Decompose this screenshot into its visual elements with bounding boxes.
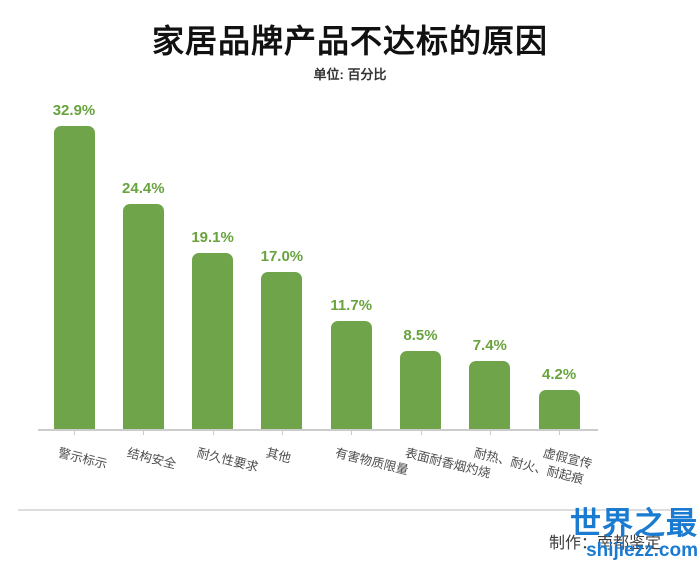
credit-caption: 制作：南都鉴定 [549, 535, 662, 552]
axis-tick [420, 431, 422, 435]
bar [122, 204, 164, 429]
axis-tick [281, 431, 283, 435]
value-label: 11.7% [330, 297, 373, 314]
x-axis-line [38, 429, 598, 431]
axis-tick [351, 431, 353, 435]
category-label: 结构安全 [125, 445, 178, 472]
value-label: 4.2% [541, 366, 577, 383]
footer-divider [18, 509, 676, 511]
value-label: 19.1% [191, 229, 234, 246]
category-label: 有害物质限量 [333, 445, 411, 478]
bar [330, 321, 372, 429]
axis-tick [143, 431, 145, 435]
watermark-logo-text: 世界之最 [570, 506, 698, 541]
bar [192, 253, 234, 429]
category-label: 耐久性要求 [195, 445, 260, 475]
watermark-domain-text: shijiezz.com [586, 540, 698, 561]
category-label: 警示标示 [56, 445, 109, 472]
bar [53, 126, 95, 429]
value-label: 32.9% [52, 102, 96, 119]
value-label: 7.4% [472, 337, 507, 354]
bar [469, 361, 511, 429]
bar [261, 272, 303, 429]
axis-tick [489, 431, 491, 435]
bar [538, 390, 580, 429]
category-label: 其他 [264, 445, 293, 466]
axis-tick [212, 431, 214, 435]
page-title: 家居品牌产品不达标的原因 [151, 23, 548, 59]
unit-note: 单位: 百分比 [313, 67, 387, 82]
axis-tick [559, 431, 561, 435]
value-label: 17.0% [260, 248, 304, 265]
value-label: 8.5% [403, 327, 438, 344]
bar [400, 351, 441, 429]
axis-tick [74, 431, 75, 435]
watermark: 世界之最 shijiezz.com [570, 508, 698, 560]
value-label: 24.4% [122, 180, 165, 197]
